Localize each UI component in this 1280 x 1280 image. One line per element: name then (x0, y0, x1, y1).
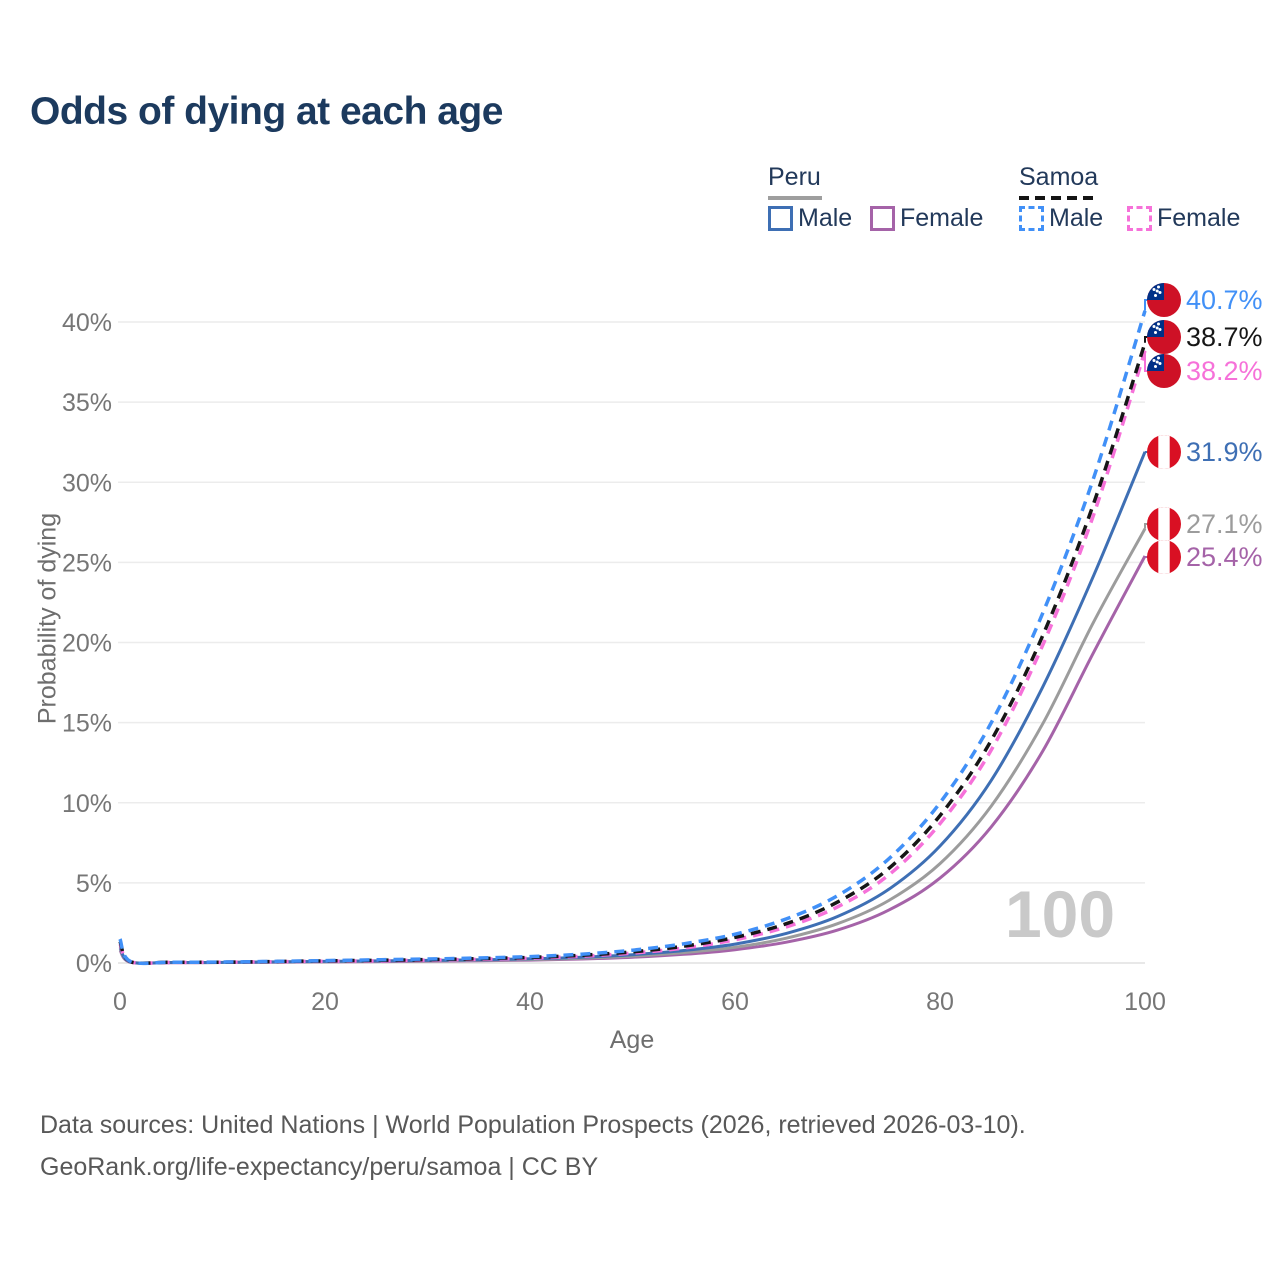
legend-group-samoa[interactable]: Samoa (1019, 163, 1099, 191)
page-title: Odds of dying at each age (30, 90, 503, 133)
series-end-value-label: 31.9% (1186, 437, 1263, 467)
y-tick-label: 25% (62, 549, 112, 577)
legend-item-label: Female (900, 204, 984, 232)
series-end-value-label: 38.7% (1186, 322, 1263, 352)
y-tick-label: 5% (76, 870, 112, 898)
age-watermark: 100 (1004, 877, 1116, 951)
series-line-peru-male (118, 451, 1147, 965)
x-tick-label: 40 (516, 988, 544, 1016)
series-line-peru-female (118, 555, 1147, 965)
legend-item-peru-female[interactable]: Female (870, 204, 983, 233)
footer-attribution-line: GeoRank.org/life-expectancy/peru/samoa |… (40, 1153, 599, 1181)
legend-item-label: Female (1157, 204, 1241, 232)
series-end-value-label: 38.2% (1186, 356, 1263, 386)
series-line-samoa-both (118, 342, 1147, 966)
peru-flag-icon (1147, 540, 1181, 574)
legend-item-samoa-female[interactable]: Female (1127, 204, 1240, 233)
peru-flag-icon (1147, 435, 1181, 469)
y-tick-label: 15% (62, 710, 112, 738)
legend-item-label: Male (1049, 204, 1104, 232)
samoa-flag-icon (1147, 283, 1181, 317)
legend-item-label: Male (798, 204, 853, 232)
x-tick-label: 0 (113, 988, 127, 1016)
series-line-samoa-male (118, 310, 1147, 966)
x-tick-label: 80 (926, 988, 954, 1016)
y-tick-label: 30% (62, 469, 112, 497)
y-tick-label: 20% (62, 630, 112, 658)
samoa-flag-icon (1147, 354, 1181, 388)
y-tick-label: 35% (62, 389, 112, 417)
data-sources-footer: Data sources: United Nations | World Pop… (40, 1104, 1240, 1188)
y-tick-label: 10% (62, 790, 112, 818)
x-axis-title: Age (609, 1026, 655, 1054)
y-tick-label: 0% (76, 950, 112, 978)
peru-male-swatch-icon (768, 206, 793, 231)
footer-sources-line: Data sources: United Nations | World Pop… (40, 1111, 1026, 1139)
samoa-female-swatch-icon (1127, 206, 1152, 231)
legend-samoa-line-sample (1019, 196, 1097, 200)
x-tick-label: 100 (1124, 988, 1166, 1016)
legend-item-peru-male[interactable]: Male (768, 204, 852, 233)
x-tick-label: 60 (721, 988, 749, 1016)
x-tick-label: 20 (311, 988, 339, 1016)
legend-item-samoa-male[interactable]: Male (1019, 204, 1103, 233)
samoa-male-swatch-icon (1019, 206, 1044, 231)
legend-group-peru[interactable]: Peru (768, 163, 821, 191)
y-tick-label: 40% (62, 309, 112, 337)
samoa-flag-icon (1147, 320, 1181, 354)
peru-flag-icon (1147, 507, 1181, 541)
series-end-value-label: 40.7% (1186, 285, 1263, 315)
series-end-value-label: 25.4% (1186, 542, 1263, 572)
series-line-samoa-female (118, 350, 1147, 966)
peru-female-swatch-icon (870, 206, 895, 231)
legend-peru-line-sample (768, 196, 822, 200)
series-end-value-label: 27.1% (1186, 509, 1263, 539)
series-line-peru-both (118, 527, 1147, 965)
